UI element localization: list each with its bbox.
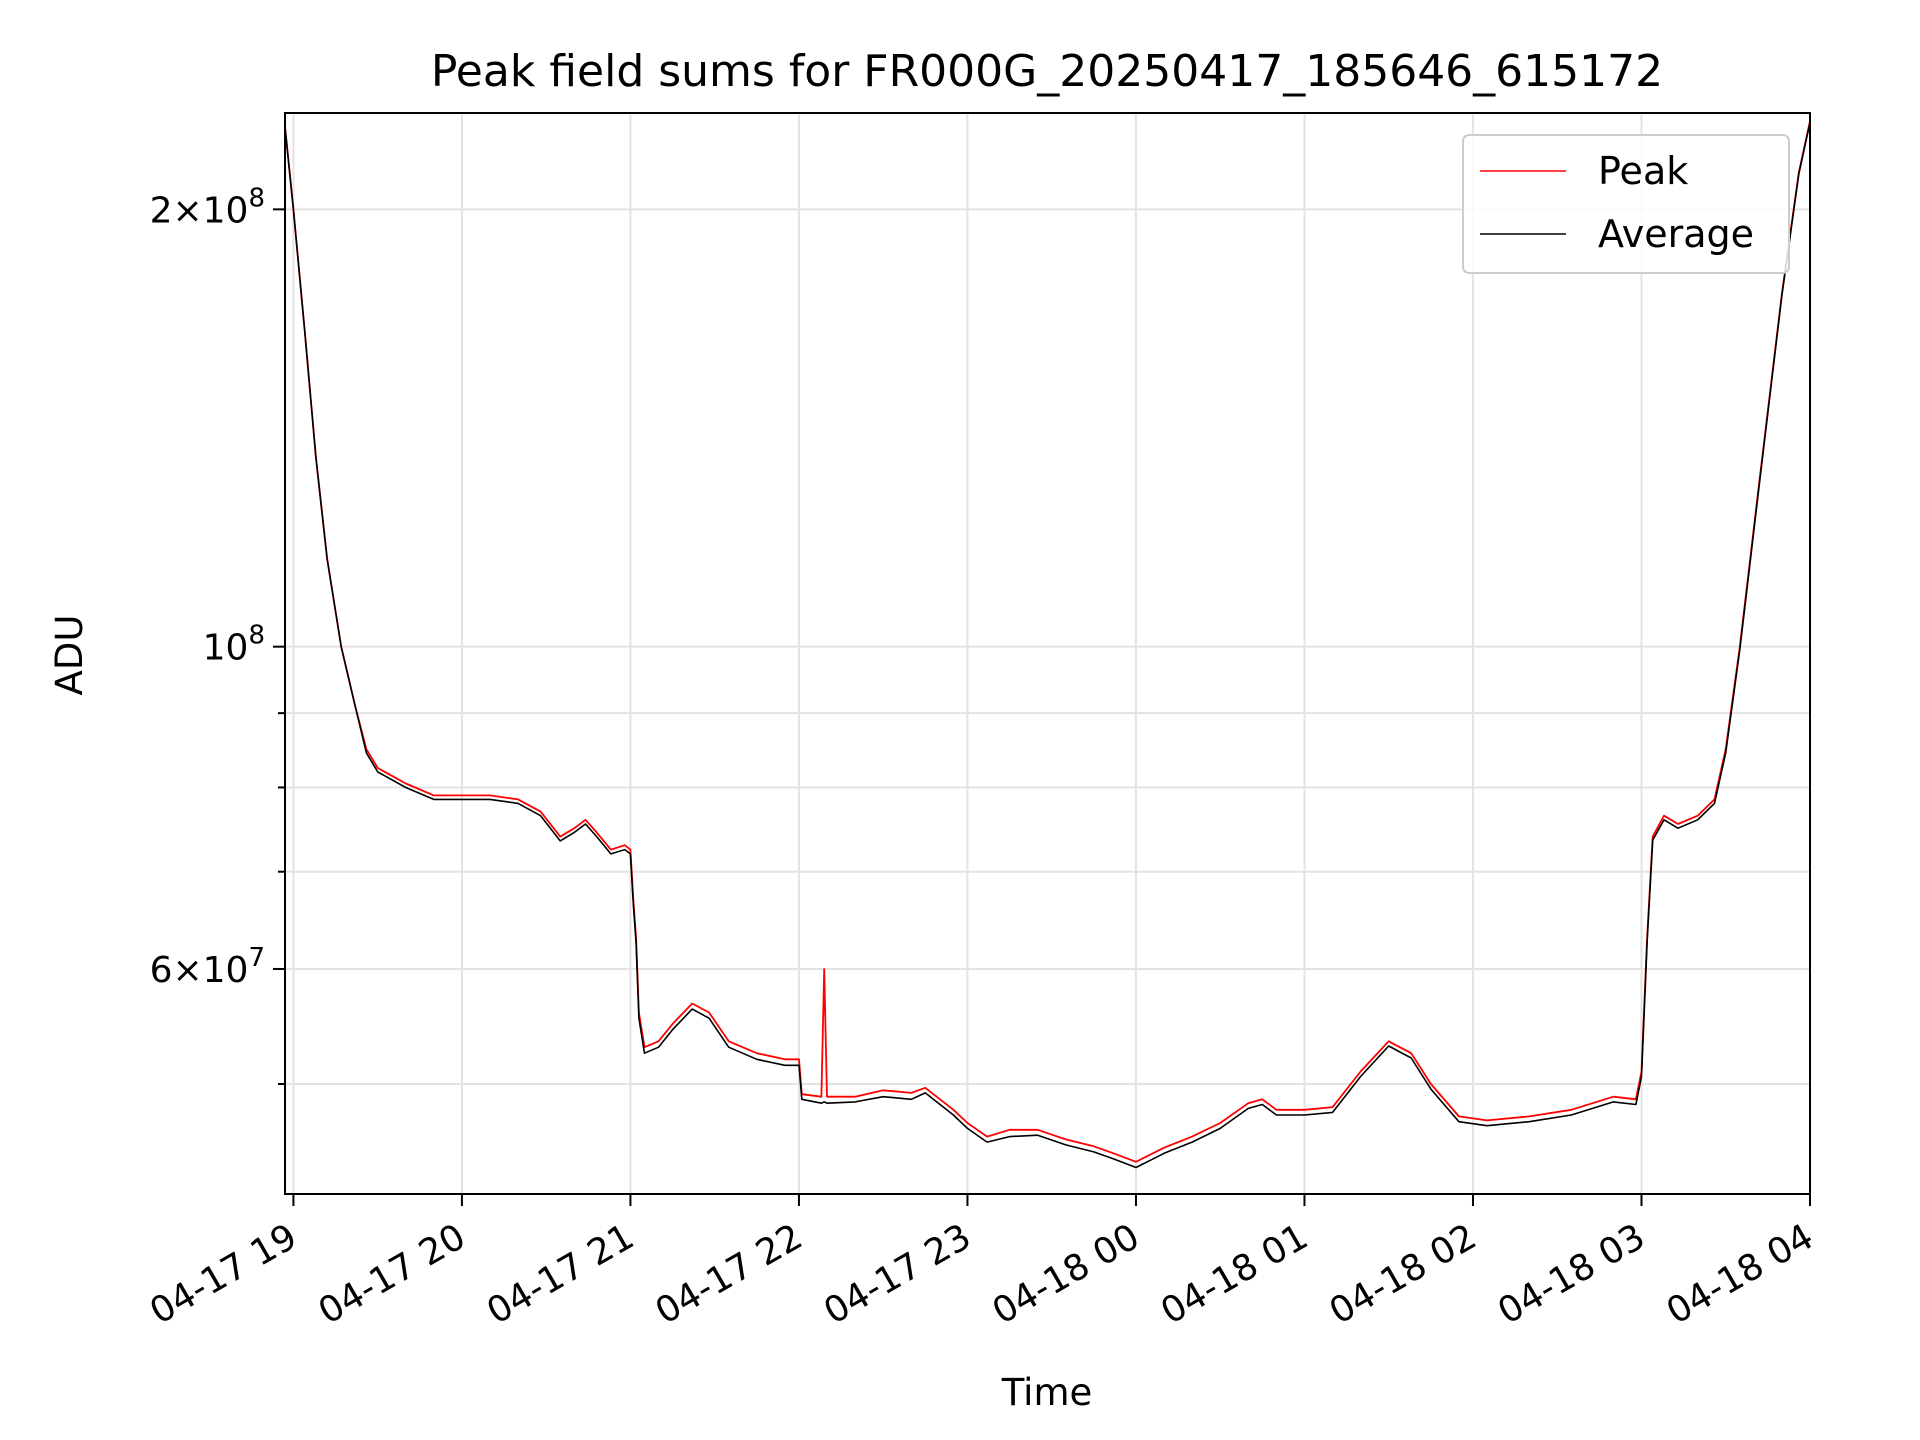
- y-tick-label: 108: [203, 621, 265, 669]
- x-axis-label: Time: [1001, 1371, 1093, 1414]
- legend: Peak Average: [1462, 134, 1790, 274]
- legend-box: [1462, 134, 1790, 274]
- legend-label-average: Average: [1598, 212, 1754, 256]
- y-tick-label: 6×107: [150, 943, 265, 991]
- series-line-peak: [284, 121, 1811, 1163]
- plot-frame: [284, 112, 1811, 1195]
- series-line-average: [284, 122, 1811, 1169]
- legend-label-peak: Peak: [1598, 149, 1688, 193]
- series-layer: [284, 121, 1811, 1169]
- y-axis-label: ADU: [48, 615, 91, 696]
- y-tick-label: 2×108: [150, 183, 265, 231]
- chart-title: Peak field sums for FR000G_20250417_1856…: [431, 46, 1663, 97]
- y-axis: 6×107 108 2×108: [150, 183, 285, 1085]
